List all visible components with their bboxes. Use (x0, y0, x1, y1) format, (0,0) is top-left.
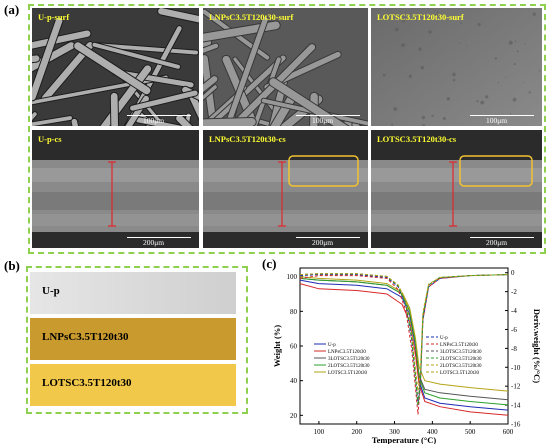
y2-tick-label: -6 (511, 326, 517, 334)
y2-axis-label: Deriv.weight (%/°C) (532, 309, 542, 383)
scale-bar (127, 115, 191, 116)
sample-swatch: LOTSC3.5T120t30 (30, 364, 236, 406)
sample-swatch: U-p (30, 272, 236, 314)
panel-a-frame (28, 4, 546, 254)
sem-image-label: LNPsC3.5T120t30-cs (209, 134, 286, 144)
x-tick-label: 500 (465, 428, 476, 436)
scale-bar-label: 100μm (312, 116, 334, 125)
legend-label: 3LOTSC3.5T120t30 (328, 357, 370, 362)
y2-tick-label: 0 (511, 269, 515, 277)
y-tick-label: 60 (290, 343, 298, 351)
y2-tick-label: -16 (511, 421, 521, 429)
scale-bar (296, 237, 360, 238)
sem-image-5: LNPsC3.5T120t30-cs 200μm (203, 130, 368, 248)
scale-bar (127, 237, 191, 238)
y2-tick-label: -4 (511, 307, 517, 315)
sem-texture (32, 130, 199, 248)
sem-image-6: LOTSC3.5T120t30-cs 200μm (371, 130, 542, 248)
y2-tick-label: -14 (511, 402, 521, 410)
y-tick-label: 100 (287, 273, 298, 281)
sem-image-3: LOTSC3.5T120t30-surf 100μm (371, 8, 542, 126)
sample-label: LNPsC3.5T120t30 (42, 331, 129, 343)
y2-tick-label: -2 (511, 288, 517, 296)
sample-swatch: LNPsC3.5T120t30 (30, 318, 236, 360)
y-axis-label: Weight (%) (272, 325, 282, 367)
y-tick-label: 20 (290, 412, 298, 420)
scale-bar (296, 115, 360, 116)
legend-label: LNPsC3.5T120t30 (328, 350, 366, 355)
legend-label: 2LOTSC3.5T120t30 (328, 364, 370, 369)
y-tick-label: 40 (290, 377, 298, 385)
sem-image-4: U-p-cs 200μm (32, 130, 199, 248)
deriv-curve (299, 274, 509, 415)
x-tick-label: 300 (389, 428, 400, 436)
panel-c-label: (c) (262, 256, 277, 271)
scale-bar (470, 237, 534, 238)
x-tick-label: 100 (314, 428, 325, 436)
legend-label: LOTSC3.5T120t30 (328, 371, 368, 376)
panel-a-label: (a) (4, 2, 20, 17)
legend-label: U-p (328, 343, 336, 348)
deriv-curve (299, 273, 509, 401)
sem-image-1: U-p-surf 100μm (32, 8, 199, 126)
x-tick-label: 600 (503, 428, 514, 436)
x-axis-label: Temperature (°C) (372, 435, 437, 444)
weight-curve (299, 277, 509, 406)
sem-image-label: U-p-cs (38, 134, 62, 144)
sem-texture (371, 8, 542, 126)
weight-curve (299, 276, 509, 392)
sample-label: U-p (42, 285, 60, 297)
sem-texture (32, 8, 199, 126)
sem-image-label: LNPsC3.5T120t30-surf (209, 12, 294, 22)
sem-image-label: U-p-surf (38, 12, 70, 22)
sem-image-2: LNPsC3.5T120t30-surf 100μm (203, 8, 368, 126)
panel-b-label: (b) (4, 258, 20, 273)
x-tick-label: 200 (351, 428, 362, 436)
scale-bar-label: 100μm (486, 116, 508, 125)
y2-tick-label: -12 (511, 383, 521, 391)
sem-texture (203, 130, 368, 248)
scale-bar-label: 200μm (486, 238, 508, 247)
deriv-curve (299, 274, 509, 406)
y-tick-label: 80 (290, 308, 298, 316)
panel-b-frame (26, 266, 248, 414)
x-tick-label: 400 (427, 428, 438, 436)
sem-image-label: LOTSC3.5T120t30-surf (377, 12, 464, 22)
sem-texture (203, 8, 368, 126)
y2-tick-label: -8 (511, 345, 517, 353)
scale-bar (470, 115, 534, 116)
y2-tick-label: -10 (511, 364, 521, 372)
deriv-curve (299, 273, 509, 391)
sem-texture (371, 130, 542, 248)
scale-bar-label: 200μm (143, 238, 165, 247)
legend-label: LNPsC3.5T120t30 (440, 343, 478, 348)
deriv-curve (299, 273, 509, 406)
scale-bar-label: 100μm (143, 116, 165, 125)
legend-label: 2LOTSC3.5T120t30 (440, 357, 482, 362)
scale-bar-label: 200μm (312, 238, 334, 247)
legend-label: 3LOTSC3.5T120t30 (440, 350, 482, 355)
sem-image-label: LOTSC3.5T120t30-cs (377, 134, 457, 144)
legend-label: LOTSC3.5T120t30 (440, 371, 480, 376)
legend-label: U-p (440, 336, 448, 341)
sample-label: LOTSC3.5T120t30 (42, 377, 132, 389)
tga-chart: 100 200 300 400 500 600 20 40 60 80 100 0 -2 -4 -6 -8 -1… (272, 267, 542, 444)
weight-curve (299, 279, 509, 411)
legend-label: 2LOTSC3.5T120t30 (440, 364, 482, 369)
